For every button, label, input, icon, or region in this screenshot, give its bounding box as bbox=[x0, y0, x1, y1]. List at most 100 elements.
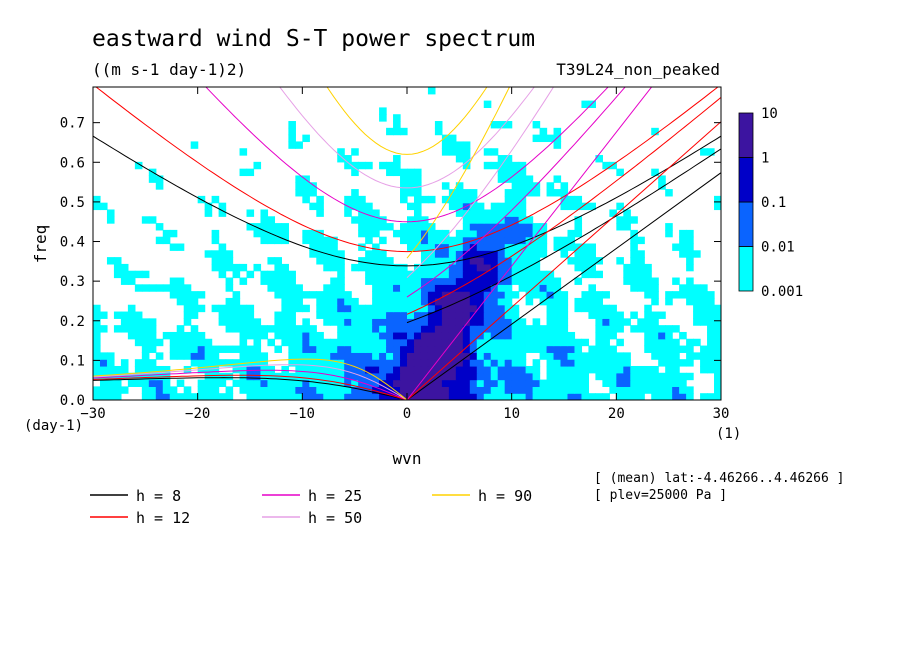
heat-cell bbox=[546, 386, 555, 394]
heat-cell bbox=[337, 386, 345, 394]
heat-cell bbox=[379, 345, 387, 353]
heat-cell bbox=[700, 291, 708, 299]
heat-cell bbox=[386, 345, 394, 353]
heat-cell bbox=[609, 325, 617, 333]
heat-cell bbox=[309, 338, 317, 347]
dispersion-curves bbox=[93, 87, 721, 400]
y-axis-label: freq bbox=[31, 225, 50, 264]
heat-cell bbox=[490, 148, 499, 156]
heat-cell bbox=[183, 304, 192, 313]
mixed-rossby-gravity-curve bbox=[406, 97, 721, 315]
heat-cell bbox=[127, 277, 136, 285]
heat-cell bbox=[644, 379, 652, 387]
heat-cell bbox=[351, 365, 359, 374]
heat-cell bbox=[400, 345, 408, 353]
heat-cell bbox=[358, 338, 366, 347]
heat-cell bbox=[448, 331, 457, 340]
heat-cell bbox=[504, 338, 513, 347]
heat-cell bbox=[686, 345, 694, 353]
heat-cell bbox=[274, 223, 282, 231]
heat-cell bbox=[274, 257, 282, 265]
heat-cell bbox=[476, 365, 485, 374]
heat-cell bbox=[588, 304, 596, 313]
heat-cell bbox=[490, 352, 499, 360]
heat-cell bbox=[581, 270, 590, 279]
heat-cell bbox=[400, 195, 408, 204]
heat-cell bbox=[595, 359, 603, 367]
heat-cell bbox=[365, 236, 373, 245]
heat-cell bbox=[546, 134, 555, 143]
y-tick-label: 0.1 bbox=[60, 353, 85, 369]
heat-cell bbox=[581, 257, 590, 265]
heat-cell bbox=[686, 243, 694, 251]
heat-cell bbox=[400, 229, 408, 238]
heat-cell bbox=[155, 365, 164, 374]
heat-cell bbox=[658, 359, 666, 367]
heat-cell bbox=[169, 277, 178, 285]
heat-cell bbox=[316, 331, 324, 340]
heat-cell bbox=[420, 250, 429, 258]
heat-cell bbox=[420, 223, 429, 231]
heat-cell bbox=[714, 331, 721, 340]
heat-cell bbox=[609, 365, 617, 374]
heat-cell bbox=[483, 161, 492, 170]
heat-cell bbox=[274, 318, 282, 326]
heat-cell bbox=[372, 379, 380, 387]
heat-cell bbox=[330, 352, 338, 360]
heat-cell bbox=[176, 325, 185, 333]
heat-cell bbox=[148, 325, 157, 333]
heat-cell bbox=[651, 345, 659, 353]
heat-cell bbox=[574, 195, 583, 204]
heat-cell bbox=[532, 277, 541, 285]
heat-cell bbox=[407, 236, 415, 245]
heat-cell bbox=[358, 393, 366, 400]
heat-cell bbox=[686, 386, 694, 394]
heat-cell bbox=[393, 127, 401, 136]
heat-cell bbox=[120, 359, 129, 367]
heat-cell bbox=[504, 365, 513, 374]
heat-cell bbox=[497, 121, 506, 129]
heat-cell bbox=[155, 175, 164, 183]
heat-cell bbox=[574, 304, 583, 313]
heat-cell bbox=[658, 311, 666, 319]
heat-cell bbox=[176, 338, 185, 347]
heat-cell bbox=[141, 325, 150, 333]
colorbar-label: 0.01 bbox=[761, 240, 795, 256]
heat-cell bbox=[407, 325, 415, 333]
inertia-gravity-curve bbox=[205, 87, 609, 223]
heat-cell bbox=[630, 243, 638, 251]
heat-cell bbox=[344, 209, 352, 217]
heat-cell bbox=[455, 379, 464, 387]
heat-cell bbox=[351, 216, 359, 224]
heat-cell bbox=[448, 386, 457, 394]
heat-cell bbox=[295, 304, 303, 313]
heat-cell bbox=[393, 263, 401, 272]
heat-cell bbox=[413, 345, 422, 353]
heat-cell bbox=[288, 345, 296, 353]
heat-cell bbox=[372, 209, 380, 217]
heat-cell bbox=[462, 161, 471, 170]
heat-cell bbox=[679, 359, 687, 367]
y-tick-label: 0.5 bbox=[60, 195, 85, 211]
heat-cell bbox=[553, 175, 562, 183]
heat-cell bbox=[93, 325, 101, 333]
heat-cell bbox=[616, 359, 624, 367]
heat-cell bbox=[225, 250, 234, 258]
heat-cell bbox=[630, 277, 638, 285]
heat-cell bbox=[644, 331, 652, 340]
heat-cell bbox=[532, 270, 541, 279]
heat-cell bbox=[427, 372, 436, 381]
heat-cell bbox=[274, 263, 282, 272]
heat-cell bbox=[295, 297, 303, 306]
heat-cell bbox=[351, 304, 359, 313]
inertia-gravity-curve bbox=[279, 87, 535, 189]
heat-cell bbox=[560, 359, 569, 367]
heat-cell bbox=[518, 270, 527, 279]
heat-cell bbox=[483, 209, 492, 217]
heat-cell bbox=[518, 331, 527, 340]
heat-cell bbox=[665, 297, 673, 306]
heat-cell bbox=[518, 318, 527, 326]
heat-cell bbox=[630, 229, 638, 238]
heat-cell bbox=[288, 270, 296, 279]
heat-cell bbox=[253, 229, 262, 238]
